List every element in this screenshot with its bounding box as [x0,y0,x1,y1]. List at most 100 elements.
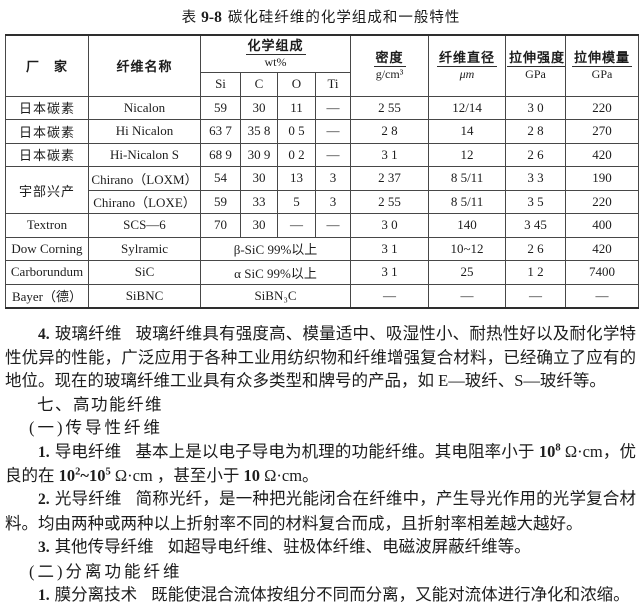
list-number: 1. [38,587,50,604]
cell-strength: 3 45 [506,214,566,238]
col-header-ti: Ti [316,72,351,96]
cell-fiber-name: Chirano（LOXM） [89,167,201,191]
cell-strength: 2 8 [506,120,566,144]
paragraph-text: 如超导电纤维、驻极体纤维、电磁波屏蔽纤维等。 [168,537,531,556]
tilde: ~ [80,466,89,485]
cell-manufacturer: Textron [6,214,89,238]
cell-diameter: 12 [429,143,506,167]
cell-strength: 3 3 [506,167,566,191]
cell-modulus: 270 [566,120,639,144]
cell-modulus: 220 [566,96,639,120]
cell-density: 3 0 [351,214,429,238]
cell-manufacturer: Bayer（德） [6,284,89,308]
cell-ti: — [316,143,351,167]
fiber-name-label: 纤维名称 [116,59,172,74]
diameter-unit: μm [430,67,504,81]
list-number: 3. [38,539,50,556]
strength-unit: GPa [507,67,564,81]
paragraph-conductive-fiber: 1.导电纤维基本上是以电子导电为机理的功能纤维。其电阻率小于 108 Ω·cm，… [5,440,636,488]
cell-density: 3 1 [351,143,429,167]
cell-fiber-name: Nicalon [89,96,201,120]
cell-c: 30 [241,214,278,238]
cell-strength: — [506,284,566,308]
cell-diameter: 140 [429,214,506,238]
subsection-heading-1: (一)传导性纤维 [5,416,636,439]
cell-manufacturer: Carborundum [6,261,89,285]
cell-manufacturer: Dow Corning [6,237,89,261]
cell-chem-composition: SiBN₃C [201,284,351,308]
cell-strength: 2 6 [506,143,566,167]
col-header-fiber-name: 纤维名称 [89,35,201,96]
paragraph-text: 基本上是以电子导电为机理的功能纤维。其电阻率小于 [135,442,539,461]
cell-modulus: — [566,284,639,308]
col-header-manufacturer: 厂 家 [6,35,89,96]
cell-strength: 3 0 [506,96,566,120]
cell-diameter: 10~12 [429,237,506,261]
cell-density: 3 1 [351,237,429,261]
sic-fiber-table: 厂 家 纤维名称 化学组成 wt% 密度 g/cm³ 纤维直径 μm 拉伸强度 … [5,34,639,309]
base: 10 [89,466,106,485]
list-number: 4. [38,326,50,343]
cell-diameter: 12/14 [429,96,506,120]
list-number: 2. [38,491,50,508]
table-title-prefix: 表 [182,10,198,26]
density-unit: g/cm³ [352,67,427,81]
cell-ti: 3 [316,190,351,214]
cell-c: 33 [241,190,278,214]
base: 10 [539,442,556,461]
cell-fiber-name: SCS—6 [89,214,201,238]
col-header-density: 密度 g/cm³ [351,35,429,96]
paragraph-text: 既能使混合流体按组分不同而分离，又能对流体进行净化和浓缩。 [151,585,630,604]
cell-si: 59 [201,96,241,120]
section-heading-7: 七、高功能纤维 [5,393,636,416]
col-header-strength: 拉伸强度 GPa [506,35,566,96]
chem-label: 化学组成 [246,38,306,55]
paragraph-glass-fiber: 4.玻璃纤维玻璃纤维具有强度高、模量适中、吸湿性小、耐热性好以及耐化学特性优异的… [5,322,636,393]
cell-manufacturer: 日本碳素 [6,143,89,167]
cell-modulus: 420 [566,143,639,167]
cell-modulus: 400 [566,214,639,238]
cell-density: 3 1 [351,261,429,285]
cell-si: 54 [201,167,241,191]
cell-density: 2 37 [351,167,429,191]
density-label: 密度 [374,50,406,67]
paragraph-membrane-separation: 1. 膜分离技术既能使混合流体按组分不同而分离，又能对流体进行净化和浓缩。 [5,583,636,607]
paragraph-text: Ω·cm ，甚至小于 [111,466,244,485]
cell-diameter: 14 [429,120,506,144]
cell-manufacturer: 日本碳素 [6,96,89,120]
cell-o: 5 [278,190,316,214]
formula-resistivity-upper: 108 [539,442,561,461]
formula-resistivity-range: 102~105 [59,466,111,485]
col-header-si: Si [201,72,241,96]
term-label: 膜分离技术 [55,585,138,604]
cell-strength: 2 6 [506,237,566,261]
col-header-diameter: 纤维直径 μm [429,35,506,96]
cell-modulus: 220 [566,190,639,214]
cell-c: 35 8 [241,120,278,144]
cell-o: 0 2 [278,143,316,167]
cell-diameter: — [429,284,506,308]
cell-chem-composition: α SiC 99%以上 [201,261,351,285]
table-row: Carborundum SiC α SiC 99%以上 3 1 25 1 2 7… [6,261,639,285]
cell-manufacturer: 日本碳素 [6,120,89,144]
diameter-label: 纤维直径 [437,50,497,67]
table-row: 宇部兴产 Chirano（LOXM） 54 30 13 3 2 37 8 5/1… [6,167,639,191]
cell-diameter: 8 5/11 [429,190,506,214]
table-row: 日本碳素 Hi-Nicalon S 68 9 30 9 0 2 — 3 1 12… [6,143,639,167]
manufacturer-label: 厂 家 [26,59,68,74]
cell-fiber-name: Hi-Nicalon S [89,143,201,167]
cell-ti: — [316,120,351,144]
term-label: 其他传导纤维 [55,537,154,556]
table-row: Chirano（LOXE） 59 33 5 3 2 55 8 5/11 3 5 … [6,190,639,214]
cell-modulus: 420 [566,237,639,261]
table-row: 日本碳素 Hi Nicalon 63 7 35 8 0 5 — 2 8 14 2… [6,120,639,144]
paragraph-text: Ω·cm。 [260,466,319,485]
cell-diameter: 8 5/11 [429,167,506,191]
cell-modulus: 190 [566,167,639,191]
cell-strength: 1 2 [506,261,566,285]
cell-c: 30 [241,167,278,191]
cell-fiber-name: Chirano（LOXE） [89,190,201,214]
cell-si: 70 [201,214,241,238]
